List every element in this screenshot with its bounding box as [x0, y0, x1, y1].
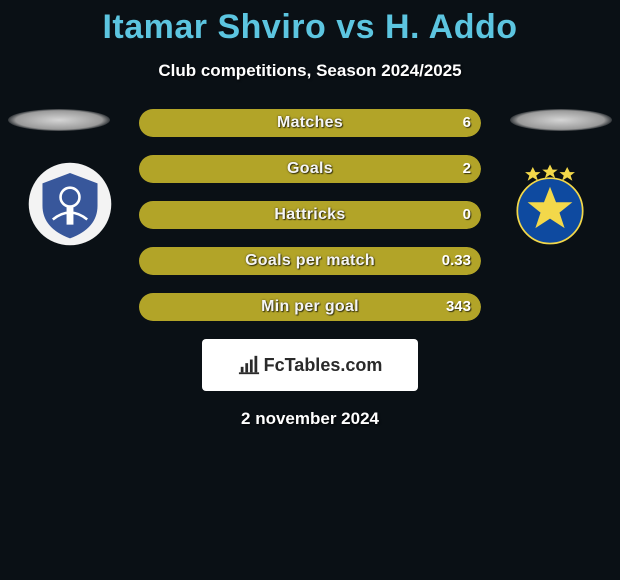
stat-bar: 343Min per goal	[139, 293, 481, 321]
stat-bar: 6Matches	[139, 109, 481, 137]
stat-label: Min per goal	[139, 293, 481, 321]
snapshot-date: 2 november 2024	[0, 409, 620, 429]
page-title: Itamar Shviro vs H. Addo	[0, 0, 620, 47]
comparison-panel: 6Matches 2Goals 0Hattricks 0.33Goals per ma…	[0, 109, 620, 429]
spotlight-right	[510, 109, 612, 131]
season-subtitle: Club competitions, Season 2024/2025	[0, 61, 620, 81]
stat-bar: 2Goals	[139, 155, 481, 183]
bars-chart-icon	[238, 354, 260, 376]
stat-bar: 0Hattricks	[139, 201, 481, 229]
stat-label: Goals	[139, 155, 481, 183]
team-crest-right	[507, 161, 593, 247]
stat-bar: 0.33Goals per match	[139, 247, 481, 275]
spotlight-left	[8, 109, 110, 131]
stat-bars: 6Matches 2Goals 0Hattricks 0.33Goals per ma…	[139, 109, 481, 321]
source-logo-box: FcTables.com	[202, 339, 418, 391]
stat-label: Matches	[139, 109, 481, 137]
stat-label: Goals per match	[139, 247, 481, 275]
stat-label: Hattricks	[139, 201, 481, 229]
team-crest-left	[27, 161, 113, 247]
source-logo-text: FcTables.com	[264, 355, 383, 376]
